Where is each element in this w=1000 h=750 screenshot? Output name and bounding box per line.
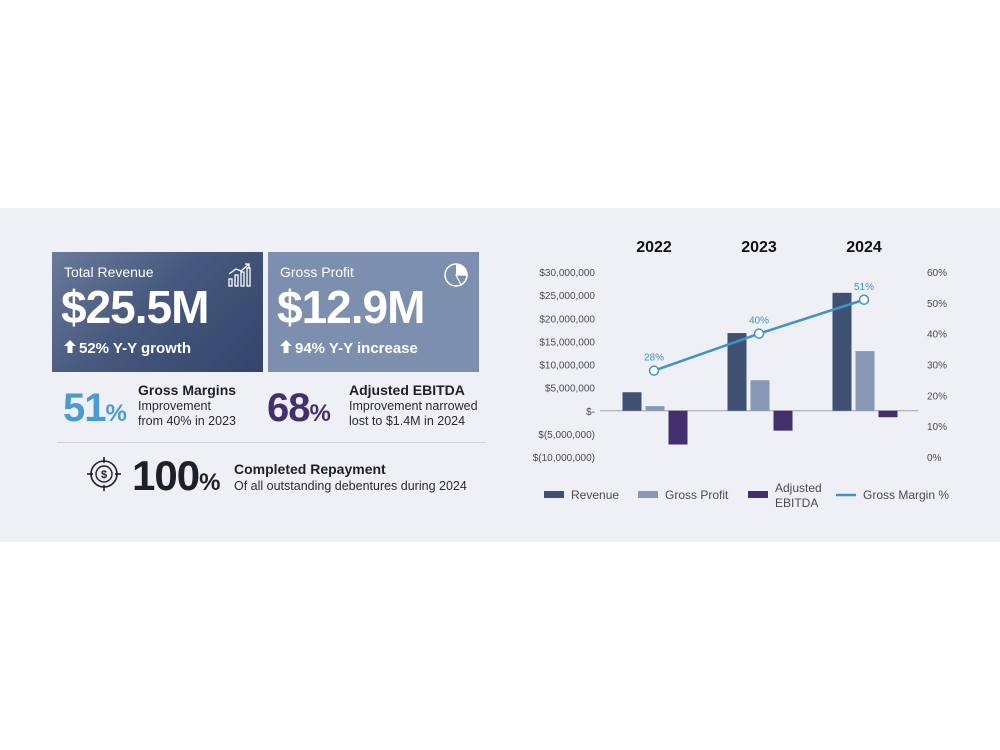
legend-label: Revenue — [571, 488, 619, 502]
ebitda-line1: Improvement narrowed — [349, 399, 478, 413]
target-dollar-icon: $ — [87, 457, 121, 491]
y-right-tick-label: 20% — [927, 391, 947, 402]
bar-adjusted-ebitda — [668, 410, 688, 445]
ebitda-stat: 68% Adjusted EBITDA Improvement narrowed… — [267, 382, 497, 436]
y-right-tick-label: 0% — [927, 453, 942, 464]
gross-margins-number: 51% — [63, 386, 127, 431]
stats-divider — [57, 442, 485, 443]
legend-label: Adjusted — [775, 481, 822, 495]
pie-chart-icon — [444, 263, 468, 287]
bar-revenue — [832, 292, 852, 411]
total-revenue-card: Total Revenue $25.5M 52% Y-Y growth — [52, 252, 263, 372]
gross-margin-label: 28% — [644, 353, 664, 364]
y-left-tick-label: $15,000,000 — [539, 337, 595, 348]
gross-profit-change: 94% Y-Y increase — [280, 340, 418, 357]
svg-text:$: $ — [101, 469, 107, 481]
y-left-tick-label: $- — [586, 407, 595, 418]
y-right-tick-label: 10% — [927, 422, 947, 433]
repayment-heading: Completed Repayment — [234, 461, 386, 477]
y-left-tick-label: $25,000,000 — [539, 291, 595, 302]
ebitda-num: 68 — [267, 386, 310, 430]
total-revenue-value: $25.5M — [61, 281, 209, 333]
bar-gross-profit — [855, 351, 875, 411]
repayment-pct: % — [199, 469, 220, 496]
ebitda-heading: Adjusted EBITDA — [349, 382, 465, 398]
gross-margin-point — [648, 365, 660, 376]
ebitda-pct: % — [309, 400, 331, 427]
repayment-number: 100% — [132, 452, 220, 500]
growth-chart-icon — [228, 263, 251, 287]
total-revenue-change-text: 52% Y-Y growth — [79, 340, 191, 357]
ebitda-number: 68% — [267, 386, 331, 431]
y-right-tick-label: 60% — [927, 268, 947, 279]
legend-swatch — [748, 491, 768, 498]
gross-profit-value: $12.9M — [277, 281, 425, 333]
gross-profit-title: Gross Profit — [280, 264, 354, 280]
up-arrow-icon — [64, 340, 76, 357]
gross-margins-pct: % — [105, 400, 127, 427]
repayment-num: 100 — [132, 452, 200, 499]
bar-adjusted-ebitda — [878, 410, 898, 418]
gross-margins-num: 51 — [63, 386, 106, 430]
gross-profit-card: Gross Profit $12.9M 94% Y-Y increase — [268, 252, 479, 372]
total-revenue-change: 52% Y-Y growth — [64, 340, 191, 357]
y-right-tick-label: 30% — [927, 361, 947, 372]
legend-swatch — [638, 491, 658, 498]
year-label: 2023 — [741, 239, 777, 256]
bar-adjusted-ebitda — [773, 410, 793, 431]
gross-margins-line1: Improvement — [138, 399, 211, 413]
financial-chart: $30,000,000 $25,000,000 $20,000,000 $15,000… — [520, 208, 1000, 542]
legend-label: EBITDA — [775, 496, 818, 510]
legend-swatch — [544, 491, 564, 498]
legend-label: Gross Profit — [665, 488, 729, 502]
gross-margins-line2: from 40% in 2023 — [138, 414, 236, 428]
bar-gross-profit — [645, 406, 665, 411]
gross-profit-change-text: 94% Y-Y increase — [295, 340, 418, 357]
gross-margins-stat: 51% Gross Margins Improvement from 40% i… — [63, 382, 263, 436]
up-arrow-icon — [280, 340, 292, 357]
summary-band: Total Revenue $25.5M 52% Y-Y growth Gros… — [0, 208, 1000, 542]
bar-revenue — [622, 392, 642, 411]
gross-margin-label: 40% — [749, 316, 769, 327]
y-left-tick-label: $(5,000,000) — [538, 430, 595, 441]
year-label: 2022 — [636, 239, 672, 256]
bar-gross-profit — [750, 380, 770, 411]
total-revenue-title: Total Revenue — [64, 264, 154, 280]
legend-label: Gross Margin % — [863, 488, 949, 502]
repayment-line1: Of all outstanding debentures during 202… — [234, 479, 467, 493]
repayment-stat: $ 100% Completed Repayment Of all outsta… — [86, 452, 486, 502]
gross-margin-point — [753, 328, 765, 339]
y-left-tick-label: $30,000,000 — [539, 268, 595, 279]
bar-revenue — [727, 333, 747, 411]
y-left-tick-label: $10,000,000 — [539, 361, 595, 372]
y-left-tick-label: $(10,000,000) — [533, 453, 595, 464]
y-left-tick-label: $20,000,000 — [539, 314, 595, 325]
y-right-tick-label: 40% — [927, 330, 947, 341]
gross-margin-label: 51% — [854, 282, 874, 293]
gross-margin-point — [858, 294, 870, 305]
financial-chart-svg: $30,000,000 $25,000,000 $20,000,000 $15,000… — [533, 239, 950, 510]
year-label: 2024 — [846, 239, 882, 256]
y-left-tick-label: $5,000,000 — [545, 384, 595, 395]
y-right-tick-label: 50% — [927, 299, 947, 310]
gross-margins-heading: Gross Margins — [138, 382, 237, 398]
ebitda-line2: lost to $1.4M in 2024 — [349, 414, 466, 428]
